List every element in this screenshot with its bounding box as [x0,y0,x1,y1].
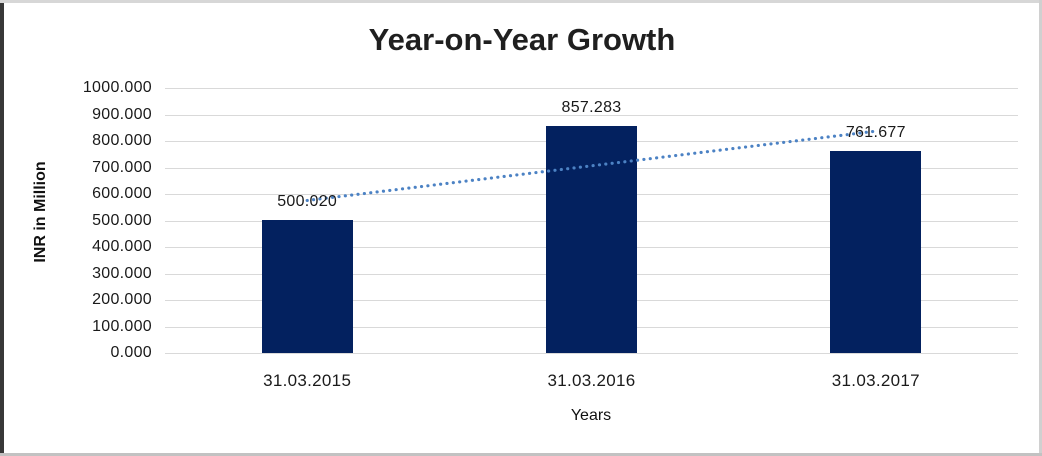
trendline-layer [305,129,878,203]
y-tick-label: 500.000 [92,211,152,229]
y-tick-label: 700.000 [92,158,152,176]
plot-area: 500.020 857.283 761.677 [165,88,1018,354]
frame-border-top [0,0,1042,3]
y-tick-label: 200.000 [92,291,152,308]
y-tick-label: 100.000 [92,317,152,335]
x-tick-label: 31.03.2016 [547,371,636,390]
bar-31.03.2015 [261,220,353,353]
frame-border-bottom [0,453,1042,456]
x-tick-label: 31.03.2017 [831,371,920,390]
trendline [305,129,878,203]
y-tick-label: 0.000 [110,344,152,361]
bar-31.03.2017 [830,151,922,353]
gridline [165,88,1018,89]
y-tick-label: 600.000 [92,185,152,202]
chart-title: Year-on-Year Growth [368,22,676,57]
y-tick-label: 400.000 [92,238,152,255]
bar-31.03.2016 [546,125,637,353]
bar-data-label: 761.677 [845,124,906,142]
x-tick-label: 31.03.2015 [263,371,352,390]
bar-data-label: 500.020 [277,193,338,211]
y-tick-label: 300.000 [92,264,152,282]
y-tick-label: 800.000 [92,132,152,149]
y-tick-label: 1000.000 [82,79,152,96]
x-axis-title: Years [570,407,612,424]
frame-border-left [0,0,4,456]
gridline [165,114,1018,116]
y-axis-title: INR in Million [32,161,49,263]
frame-border-right [1039,0,1042,456]
y-tick-label: 900.000 [92,105,152,123]
gridline [165,353,1018,354]
bar-data-label: 857.283 [561,98,622,116]
